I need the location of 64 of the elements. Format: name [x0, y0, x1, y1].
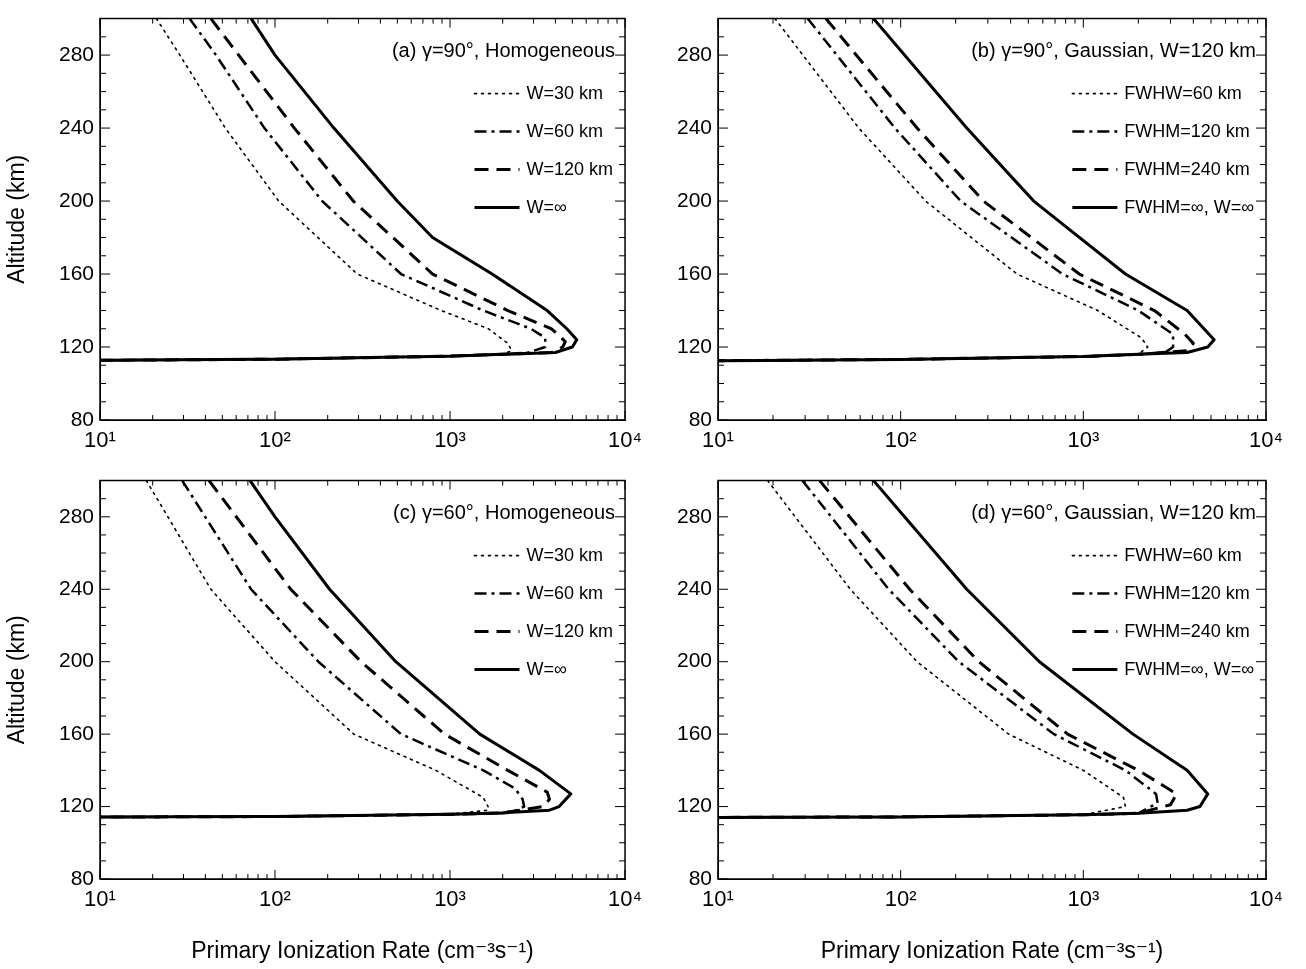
- x-tick-label: 10¹: [84, 427, 116, 453]
- x-tick-label: 10¹: [702, 886, 734, 912]
- y-tick-label: 160: [676, 260, 712, 284]
- legend-label: FWHM=240 km: [1124, 620, 1250, 641]
- legend-label: FWHW=60 km: [1124, 544, 1242, 565]
- y-tick-label: 200: [58, 187, 94, 211]
- y-tick-label: 240: [676, 114, 712, 138]
- x-tick-label: 10¹: [84, 886, 116, 912]
- x-tick-label: 10³: [434, 427, 466, 453]
- legend-label: FWHM=240 km: [1124, 158, 1250, 179]
- legend-label: W=30 km: [526, 82, 604, 103]
- x-tick-label: 10¹: [702, 427, 734, 453]
- x-tick-label: 10²: [884, 427, 917, 453]
- text: (d) γ=60°, Gaussian, W=120 km: [971, 501, 1256, 524]
- y-tick-label: 240: [58, 114, 94, 138]
- y-tick-label: 200: [676, 648, 712, 672]
- text: (c) γ=60°, Homogeneous: [393, 501, 616, 524]
- x-tick-label: 10⁴: [608, 427, 643, 453]
- y-tick-label: 280: [676, 41, 712, 65]
- y-axis-title: Altitude (km): [3, 615, 30, 745]
- y-tick-label: 120: [58, 333, 94, 357]
- y-tick-label: 80: [688, 865, 712, 889]
- y-tick-label: 120: [676, 333, 712, 357]
- x-tick-label: 10²: [259, 886, 291, 912]
- y-tick-label: 200: [676, 187, 712, 211]
- legend-label: FWHM=120 km: [1124, 120, 1250, 141]
- x-tick-label: 10⁴: [1249, 886, 1283, 912]
- y-tick-label: 200: [58, 648, 94, 672]
- legend-label: FWHM=∞, W=∞: [1124, 658, 1255, 679]
- y-tick-label: 240: [58, 576, 94, 600]
- legend-label: W=30 km: [526, 544, 604, 565]
- legend-label: W=120 km: [526, 158, 614, 179]
- y-tick-label: 280: [58, 503, 94, 527]
- x-tick-label: 10²: [884, 886, 917, 912]
- y-tick-label: 280: [58, 41, 94, 65]
- x-axis-title: Primary Ionization Rate (cm⁻³s⁻¹): [191, 936, 534, 963]
- legend-label: FWHM=∞, W=∞: [1124, 196, 1255, 217]
- text: (b) γ=90°, Gaussian, W=120 km: [971, 39, 1256, 62]
- x-tick-label: 10³: [434, 886, 466, 912]
- x-tick-label: 10⁴: [608, 886, 643, 912]
- x-axis-title: Primary Ionization Rate (cm⁻³s⁻¹): [820, 936, 1164, 963]
- y-tick-label: 280: [676, 503, 712, 527]
- y-axis-title: Altitude (km): [3, 154, 30, 284]
- legend-label: W=60 km: [526, 120, 604, 141]
- y-tick-label: 80: [70, 865, 94, 889]
- legend-label: FWHW=60 km: [1124, 82, 1242, 103]
- x-tick-label: 10⁴: [1249, 427, 1283, 453]
- text: (a) γ=90°, Homogeneous: [391, 39, 616, 62]
- y-tick-label: 120: [676, 793, 712, 817]
- y-tick-label: 120: [58, 793, 94, 817]
- y-tick-label: 160: [58, 260, 94, 284]
- legend-label: FWHM=120 km: [1124, 582, 1250, 603]
- y-tick-label: 160: [676, 720, 712, 744]
- y-tick-label: 240: [676, 576, 712, 600]
- x-tick-label: 10²: [259, 427, 291, 453]
- legend-label: W=∞: [526, 196, 568, 217]
- x-tick-label: 10³: [1067, 427, 1100, 453]
- legend-label: W=60 km: [526, 582, 604, 603]
- y-tick-label: 160: [58, 720, 94, 744]
- y-tick-label: 80: [70, 406, 94, 430]
- y-tick-label: 80: [688, 406, 712, 430]
- legend-label: W=∞: [526, 658, 568, 679]
- legend-label: W=120 km: [526, 620, 614, 641]
- x-tick-label: 10³: [1067, 886, 1100, 912]
